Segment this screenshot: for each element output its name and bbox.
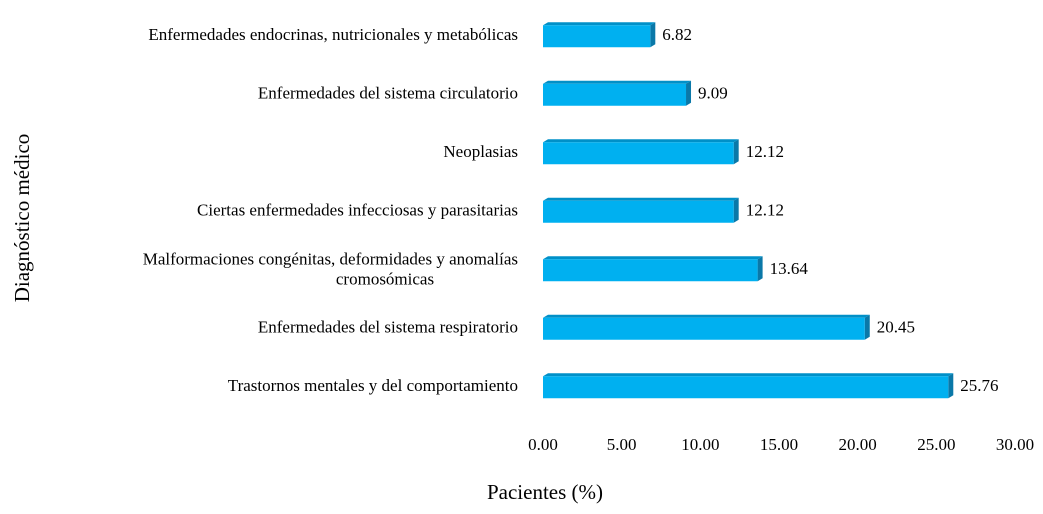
value-label: 25.76 xyxy=(960,376,998,395)
y-tick-label: Malformaciones congénitas, deformidades … xyxy=(143,249,518,288)
bar-top xyxy=(543,80,692,84)
bar-top xyxy=(543,197,739,201)
value-label: 13.64 xyxy=(770,259,809,278)
y-tick-label: Enfermedades del sistema circulatorio xyxy=(258,84,518,103)
y-axis-title: Diagnóstico médico xyxy=(10,134,34,303)
bar-top xyxy=(543,139,739,143)
bar-top xyxy=(543,256,763,260)
value-label: 12.12 xyxy=(746,201,784,220)
x-tick-label: 30.00 xyxy=(996,435,1034,454)
value-label: 9.09 xyxy=(698,84,728,103)
x-tick-label: 10.00 xyxy=(681,435,719,454)
value-label: 12.12 xyxy=(746,142,784,161)
value-label: 6.82 xyxy=(662,25,692,44)
y-tick-label: Enfermedades del sistema respiratorio xyxy=(258,318,518,337)
x-tick-label: 25.00 xyxy=(917,435,955,454)
bar-side xyxy=(757,256,763,282)
bar-side xyxy=(733,197,739,223)
y-tick-label: Enfermedades endocrinas, nutricionales y… xyxy=(148,25,518,44)
x-tick-label: 0.00 xyxy=(528,435,558,454)
y-tick-label: Trastornos mentales y del comportamiento xyxy=(228,376,518,395)
bar xyxy=(543,376,949,399)
x-tick-label: 20.00 xyxy=(839,435,877,454)
bar xyxy=(543,200,734,223)
bar-top xyxy=(543,314,870,318)
bar xyxy=(543,83,687,106)
x-axis-title: Pacientes (%) xyxy=(487,480,603,504)
bar xyxy=(543,142,734,165)
value-label: 20.45 xyxy=(877,318,915,337)
x-tick-label: 5.00 xyxy=(607,435,637,454)
label-line: Malformaciones congénitas, deformidades … xyxy=(143,249,518,268)
y-tick-label: Neoplasias xyxy=(443,142,518,161)
y-tick-label: Ciertas enfermedades infecciosas y paras… xyxy=(197,201,518,220)
bar-side xyxy=(650,22,656,48)
bar-side xyxy=(864,314,870,340)
bar-top xyxy=(543,373,954,377)
bar xyxy=(543,25,651,48)
x-tick-label: 15.00 xyxy=(760,435,798,454)
bar-side xyxy=(686,80,692,106)
bar xyxy=(543,259,758,282)
bar xyxy=(543,317,865,340)
bar-side xyxy=(948,373,954,399)
bar-side xyxy=(733,139,739,165)
label-line: cromosómicas xyxy=(336,269,434,288)
bar-top xyxy=(543,22,656,26)
